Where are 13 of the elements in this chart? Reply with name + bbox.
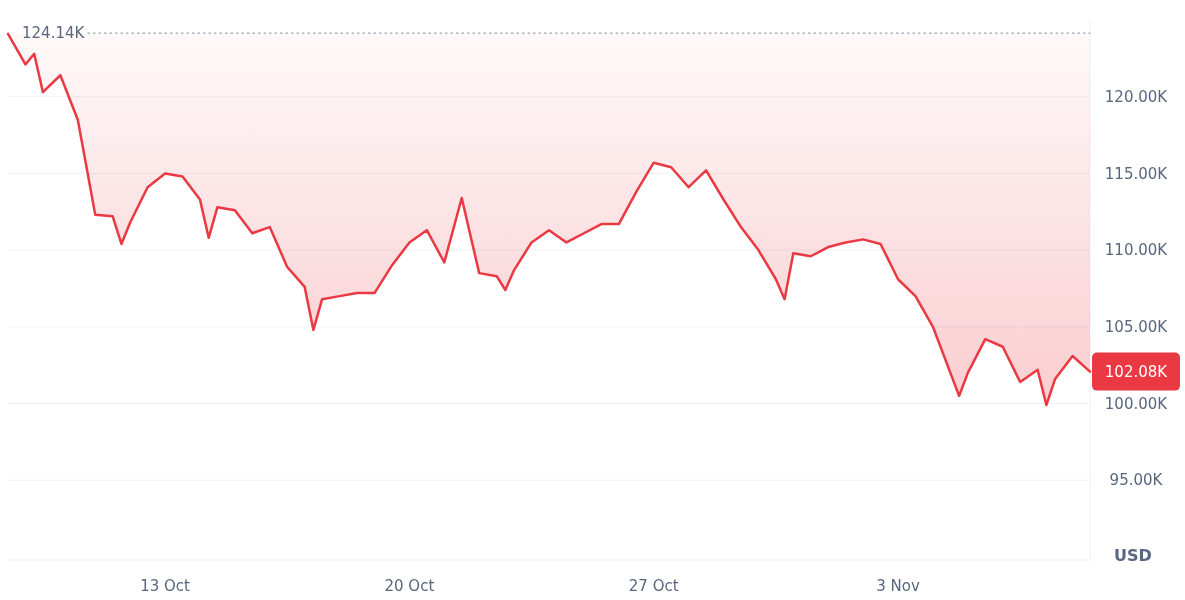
y-axis-title: USD bbox=[1114, 545, 1152, 565]
y-tick-label: 110.00K bbox=[1104, 241, 1169, 260]
x-tick-label: 3 Nov bbox=[876, 577, 920, 596]
y-tick-label: 120.00K bbox=[1104, 87, 1169, 106]
x-tick-label: 20 Oct bbox=[384, 577, 435, 596]
ref-line-label: 124.14K bbox=[22, 24, 86, 43]
x-tick-label: 13 Oct bbox=[140, 577, 191, 596]
y-tick-label: 105.00K bbox=[1104, 318, 1169, 337]
y-tick-label: 115.00K bbox=[1104, 164, 1169, 183]
y-tick-label: 100.00K bbox=[1104, 394, 1169, 413]
x-tick-label: 27 Oct bbox=[628, 577, 679, 596]
annotation: 102.08K bbox=[1104, 362, 1169, 381]
y-tick-label: 95.00K bbox=[1109, 471, 1164, 490]
